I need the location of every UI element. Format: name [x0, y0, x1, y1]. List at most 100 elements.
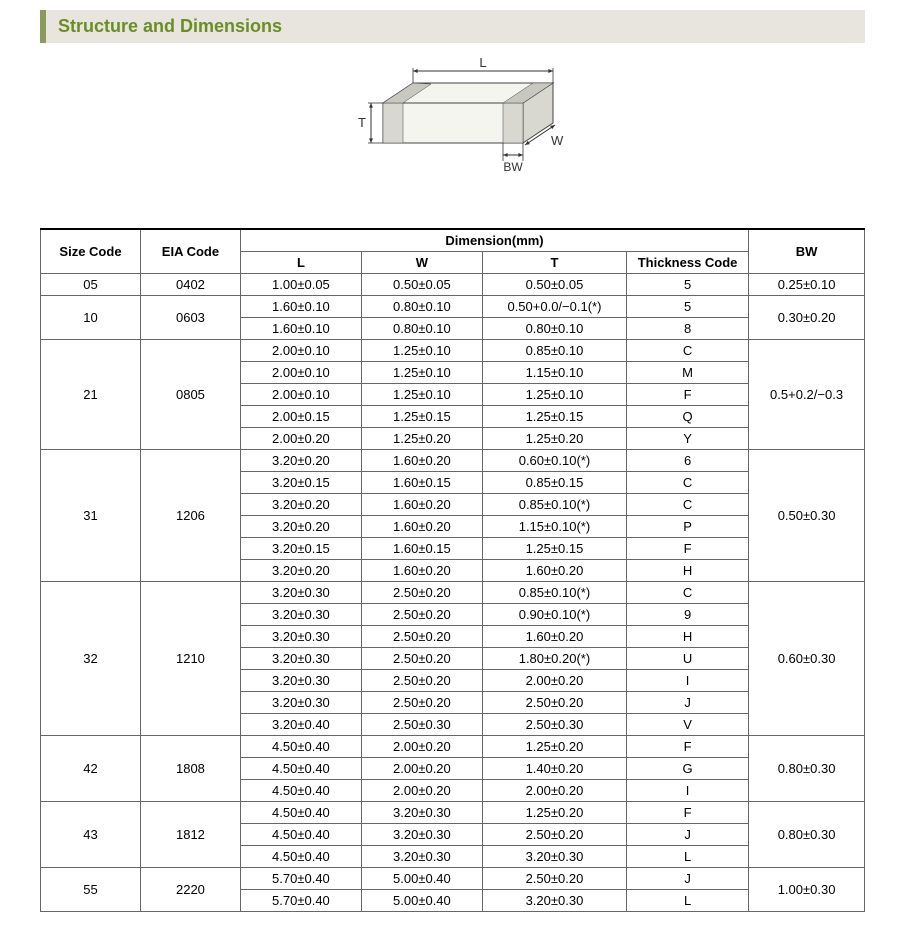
dim-cell: Q — [627, 406, 749, 428]
dim-cell: 2.50±0.30 — [482, 714, 626, 736]
dim-cell: 5 — [627, 274, 749, 296]
dim-cell: C — [627, 472, 749, 494]
dim-cell: U — [627, 648, 749, 670]
dim-cell: 4.50±0.40 — [240, 758, 361, 780]
dim-cell: 0.50±0.05 — [361, 274, 482, 296]
eia-code-cell: 1812 — [140, 802, 240, 868]
dim-cell: 0.50±0.05 — [482, 274, 626, 296]
dim-cell: L — [627, 846, 749, 868]
dim-cell: 1.60±0.10 — [240, 318, 361, 340]
dim-cell: 2.50±0.20 — [361, 670, 482, 692]
dim-cell: 3.20±0.30 — [240, 648, 361, 670]
bw-cell: 0.80±0.30 — [749, 736, 865, 802]
table-row: 3212103.20±0.302.50±0.200.85±0.10(*)C0.6… — [41, 582, 865, 604]
dim-cell: 3.20±0.20 — [240, 494, 361, 516]
dim-cell: 1.60±0.20 — [361, 494, 482, 516]
dim-cell: M — [627, 362, 749, 384]
svg-text:L: L — [479, 55, 486, 70]
table-row: 4218084.50±0.402.00±0.201.25±0.20F0.80±0… — [41, 736, 865, 758]
eia-code-cell: 1206 — [140, 450, 240, 582]
eia-code-cell: 1808 — [140, 736, 240, 802]
dim-cell: Y — [627, 428, 749, 450]
dim-cell: 2.50±0.20 — [361, 582, 482, 604]
dim-cell: 5.00±0.40 — [361, 868, 482, 890]
dim-cell: 3.20±0.30 — [482, 846, 626, 868]
svg-text:BW: BW — [503, 160, 523, 174]
dim-cell: 1.80±0.20(*) — [482, 648, 626, 670]
dim-cell: 0.80±0.10 — [361, 296, 482, 318]
dim-cell: 1.60±0.20 — [361, 560, 482, 582]
dim-cell: 2.00±0.20 — [482, 780, 626, 802]
dim-cell: 5.70±0.40 — [240, 890, 361, 912]
dim-cell: 2.00±0.20 — [361, 758, 482, 780]
dim-cell: 1.25±0.10 — [361, 362, 482, 384]
dim-cell: F — [627, 802, 749, 824]
dim-cell: H — [627, 626, 749, 648]
table-row: 5522205.70±0.405.00±0.402.50±0.20J1.00±0… — [41, 868, 865, 890]
dim-cell: 1.60±0.20 — [361, 450, 482, 472]
dim-cell: 6 — [627, 450, 749, 472]
dim-cell: 2.00±0.20 — [240, 428, 361, 450]
dim-cell: L — [627, 890, 749, 912]
bw-cell: 0.50±0.30 — [749, 450, 865, 582]
dim-cell: 3.20±0.30 — [240, 692, 361, 714]
dim-cell: J — [627, 824, 749, 846]
bw-cell: 0.60±0.30 — [749, 582, 865, 736]
table-row: 2108052.00±0.101.25±0.100.85±0.10C0.5+0.… — [41, 340, 865, 362]
table-header-cell: Size Code — [41, 229, 141, 274]
dim-cell: 2.00±0.20 — [482, 670, 626, 692]
dimension-diagram: LWTBW — [0, 53, 905, 208]
size-code-cell: 42 — [41, 736, 141, 802]
dim-cell: 1.15±0.10 — [482, 362, 626, 384]
dim-cell: J — [627, 868, 749, 890]
dim-cell: 4.50±0.40 — [240, 824, 361, 846]
eia-code-cell: 0603 — [140, 296, 240, 340]
dim-cell: V — [627, 714, 749, 736]
dim-cell: G — [627, 758, 749, 780]
size-code-cell: 43 — [41, 802, 141, 868]
dim-cell: 1.25±0.10 — [482, 384, 626, 406]
dim-cell: 1.25±0.15 — [482, 406, 626, 428]
dim-cell: C — [627, 340, 749, 362]
dim-cell: C — [627, 582, 749, 604]
dim-cell: 3.20±0.30 — [482, 890, 626, 912]
dim-cell: 1.00±0.05 — [240, 274, 361, 296]
dim-cell: 3.20±0.15 — [240, 472, 361, 494]
bw-cell: 0.25±0.10 — [749, 274, 865, 296]
dim-cell: 3.20±0.20 — [240, 560, 361, 582]
dim-cell: 3.20±0.20 — [240, 516, 361, 538]
dim-cell: C — [627, 494, 749, 516]
table-header-cell: W — [361, 252, 482, 274]
dim-cell: 3.20±0.30 — [240, 582, 361, 604]
size-code-cell: 21 — [41, 340, 141, 450]
dim-cell: F — [627, 736, 749, 758]
dim-cell: 2.50±0.20 — [361, 648, 482, 670]
svg-text:T: T — [358, 115, 366, 130]
dim-cell: 0.85±0.10 — [482, 340, 626, 362]
dim-cell: H — [627, 560, 749, 582]
dim-cell: 2.00±0.10 — [240, 362, 361, 384]
size-code-cell: 10 — [41, 296, 141, 340]
dim-cell: 2.50±0.20 — [361, 604, 482, 626]
dim-cell: 1.15±0.10(*) — [482, 516, 626, 538]
dim-cell: 2.00±0.15 — [240, 406, 361, 428]
table-row: 4318124.50±0.403.20±0.301.25±0.20F0.80±0… — [41, 802, 865, 824]
dim-cell: 0.90±0.10(*) — [482, 604, 626, 626]
dim-cell: 4.50±0.40 — [240, 802, 361, 824]
bw-cell: 0.30±0.20 — [749, 296, 865, 340]
dim-cell: 1.60±0.20 — [482, 560, 626, 582]
dim-cell: 1.60±0.15 — [361, 538, 482, 560]
size-code-cell: 32 — [41, 582, 141, 736]
dim-cell: 2.00±0.10 — [240, 384, 361, 406]
dim-cell: 3.20±0.40 — [240, 714, 361, 736]
dim-cell: 1.25±0.15 — [361, 406, 482, 428]
dimensions-table: Size CodeEIA CodeDimension(mm)BWLWTThick… — [40, 228, 865, 912]
dim-cell: 4.50±0.40 — [240, 780, 361, 802]
table-header-cell: T — [482, 252, 626, 274]
dim-cell: 5.00±0.40 — [361, 890, 482, 912]
dim-cell: 1.25±0.10 — [361, 384, 482, 406]
dim-cell: 2.50±0.20 — [482, 868, 626, 890]
bw-cell: 0.5+0.2/−0.3 — [749, 340, 865, 450]
dim-cell: 2.00±0.20 — [361, 736, 482, 758]
eia-code-cell: 0402 — [140, 274, 240, 296]
